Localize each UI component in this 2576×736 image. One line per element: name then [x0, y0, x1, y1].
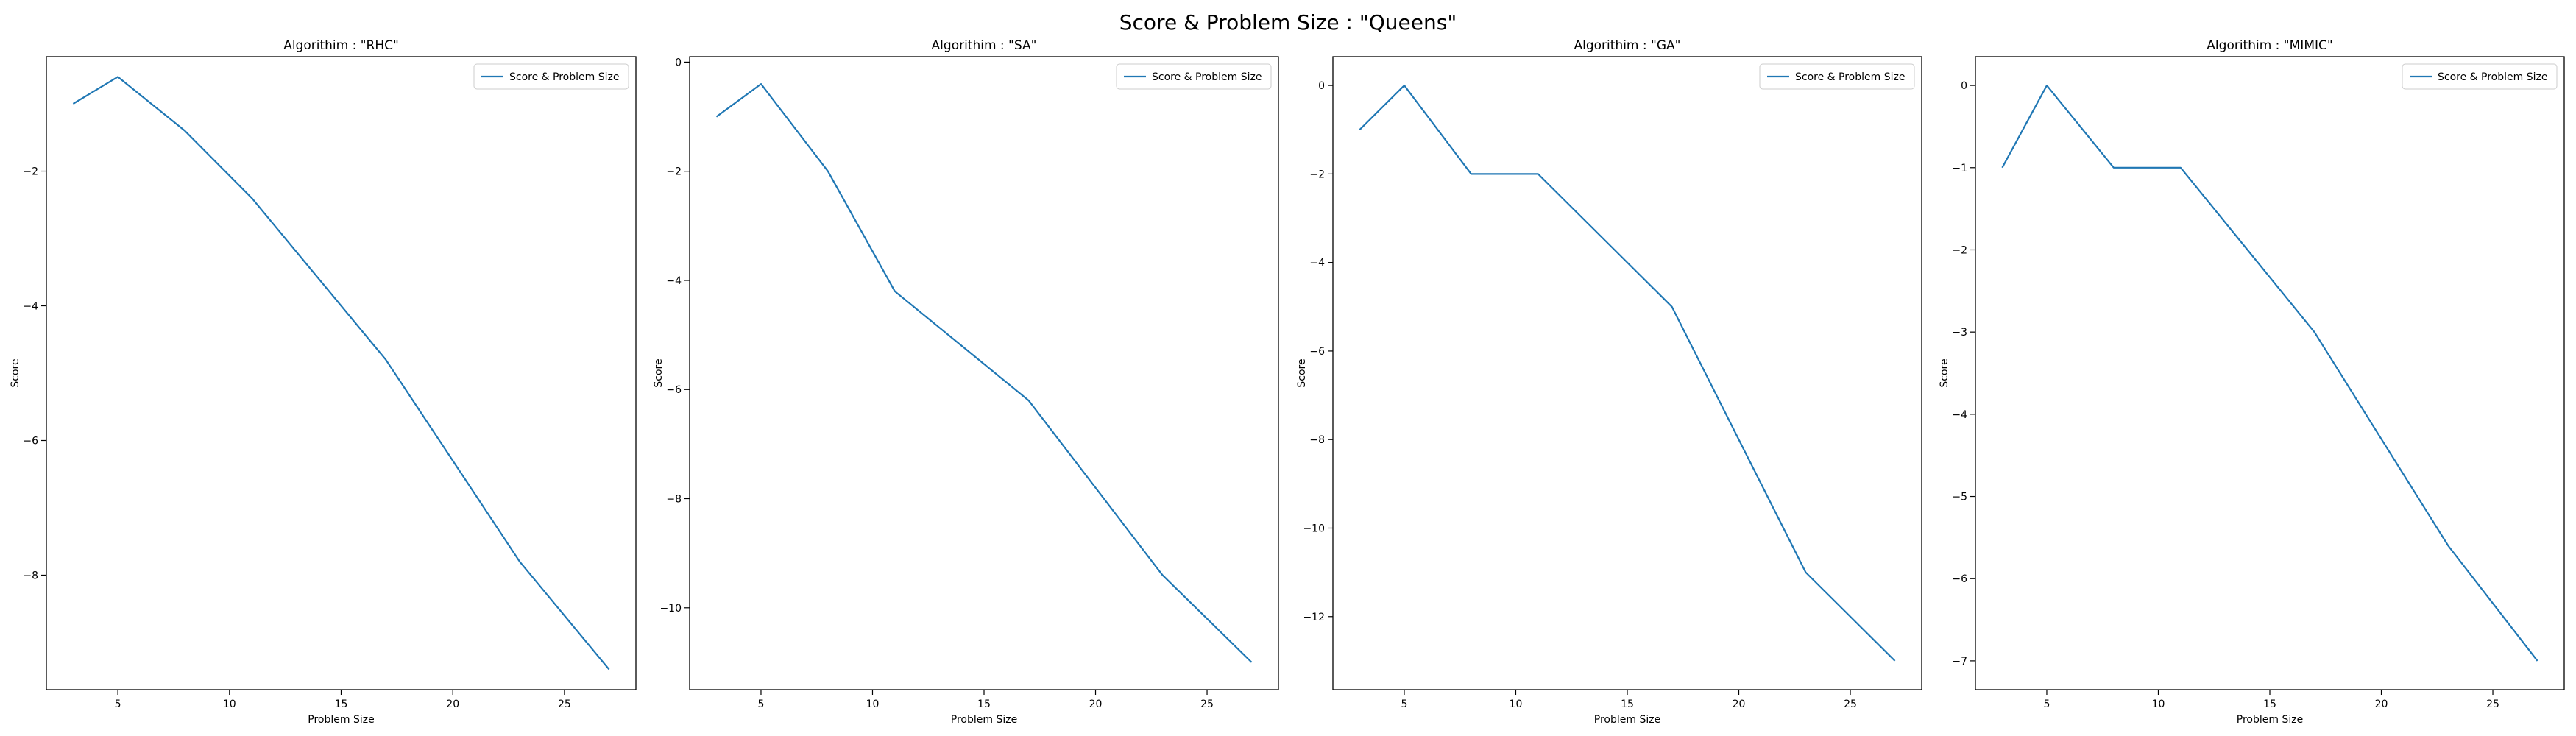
series-line: [715, 82, 1253, 663]
x-tick-label: 5: [115, 698, 121, 710]
y-axis-label: Score: [653, 358, 665, 387]
x-tick-label: 10: [2152, 698, 2165, 710]
y-tick-label: −2: [23, 166, 38, 178]
x-axis-label: Problem Size: [308, 714, 374, 726]
chart-panel-2: Algorithim : "SA" 5 10 15 20 25 −10 −8 −6 −4 −2 0 Pr…: [653, 38, 1279, 726]
figure-title: Score & Problem Size : "Queens": [1119, 10, 1457, 35]
y-tick-label: −4: [1952, 409, 1967, 421]
legend: Score & Problem Size: [2402, 63, 2558, 90]
x-tick-label: 20: [2375, 698, 2388, 710]
chart-panel-4: Algorithim : "MIMIC" 5 10 15 20 25 −7 −6 −5 −4 −3 −…: [1939, 38, 2565, 726]
y-tick-label: 0: [675, 57, 682, 68]
x-tick-label: 5: [758, 698, 765, 710]
x-tick-label: 25: [558, 698, 571, 710]
y-tick-label: −3: [1952, 327, 1967, 339]
y-tick-label: −10: [659, 603, 682, 615]
legend-label: Score & Problem Size: [1795, 71, 1905, 83]
x-axis-label: Problem Size: [951, 714, 1017, 726]
y-tick-label: −4: [666, 275, 682, 287]
series-line: [2001, 84, 2538, 662]
legend: Score & Problem Size: [1759, 63, 1915, 90]
y-tick-label: −8: [23, 570, 38, 581]
series-line: [1359, 84, 1896, 662]
x-tick-label: 15: [1621, 698, 1634, 710]
y-tick-label: −4: [23, 301, 38, 313]
x-tick-label: 25: [2486, 698, 2499, 710]
plot-frame: [46, 56, 637, 690]
x-tick-label: 15: [335, 698, 348, 710]
legend-label: Score & Problem Size: [2438, 71, 2547, 83]
x-tick-label: 25: [1844, 698, 1857, 710]
chart-title: Algorithim : "RHC": [283, 38, 399, 53]
legend-label: Score & Problem Size: [509, 71, 619, 83]
legend: Score & Problem Size: [473, 63, 629, 90]
y-tick-label: −2: [1309, 169, 1325, 180]
chart-panel-3: Algorithim : "GA" 5 10 15 20 25 −12 −10 −8 −6 −4 −2…: [1296, 38, 1922, 726]
x-tick-label: 25: [1200, 698, 1214, 710]
y-tick-label: −2: [666, 166, 682, 178]
legend-box: [1759, 63, 1915, 90]
legend-box: [1116, 63, 1272, 90]
x-tick-label: 15: [2263, 698, 2276, 710]
y-tick-label: −8: [1309, 434, 1325, 446]
legend-box: [2402, 63, 2558, 90]
chart-panel-1: Algorithim : "RHC" 5 10 15 20 25 −8 −6 −4 −2 Probl…: [10, 38, 637, 726]
y-tick-label: 0: [1961, 80, 1967, 92]
y-tick-label: −6: [666, 384, 682, 396]
x-axis-label: Problem Size: [2237, 714, 2303, 726]
y-tick-label: −6: [1952, 573, 1967, 585]
plot-frame: [1332, 56, 1922, 690]
chart-title: Algorithim : "SA": [932, 38, 1037, 53]
legend-box: [473, 63, 629, 90]
chart-title: Algorithim : "GA": [1574, 38, 1681, 53]
y-tick-label: −6: [23, 435, 38, 447]
x-tick-label: 10: [866, 698, 880, 710]
x-tick-label: 5: [1401, 698, 1408, 710]
y-tick-label: −2: [1952, 244, 1967, 256]
y-tick-label: −12: [1303, 612, 1325, 623]
y-tick-label: −10: [1303, 523, 1325, 534]
x-tick-label: 20: [1733, 698, 1746, 710]
series-line: [72, 76, 610, 670]
plot-frame: [1975, 56, 2565, 690]
x-tick-label: 5: [2044, 698, 2050, 710]
y-tick-label: −5: [1952, 492, 1967, 503]
x-tick-label: 15: [977, 698, 991, 710]
y-tick-label: −6: [1309, 346, 1325, 358]
y-tick-label: −4: [1309, 258, 1325, 269]
y-axis-label: Score: [1296, 358, 1308, 387]
y-tick-label: −1: [1952, 163, 1967, 174]
x-tick-label: 20: [446, 698, 459, 710]
x-tick-label: 20: [1089, 698, 1103, 710]
plot-frame: [689, 56, 1279, 690]
x-tick-label: 10: [223, 698, 236, 710]
x-tick-label: 10: [1510, 698, 1523, 710]
chart-title: Algorithim : "MIMIC": [2207, 38, 2332, 53]
y-tick-label: −8: [666, 494, 682, 506]
y-tick-label: 0: [1318, 80, 1325, 92]
legend-label: Score & Problem Size: [1152, 71, 1262, 83]
y-axis-label: Score: [1939, 358, 1950, 387]
y-tick-label: −7: [1952, 656, 1967, 668]
y-axis-label: Score: [10, 358, 21, 387]
x-axis-label: Problem Size: [1594, 714, 1660, 726]
legend: Score & Problem Size: [1116, 63, 1272, 90]
